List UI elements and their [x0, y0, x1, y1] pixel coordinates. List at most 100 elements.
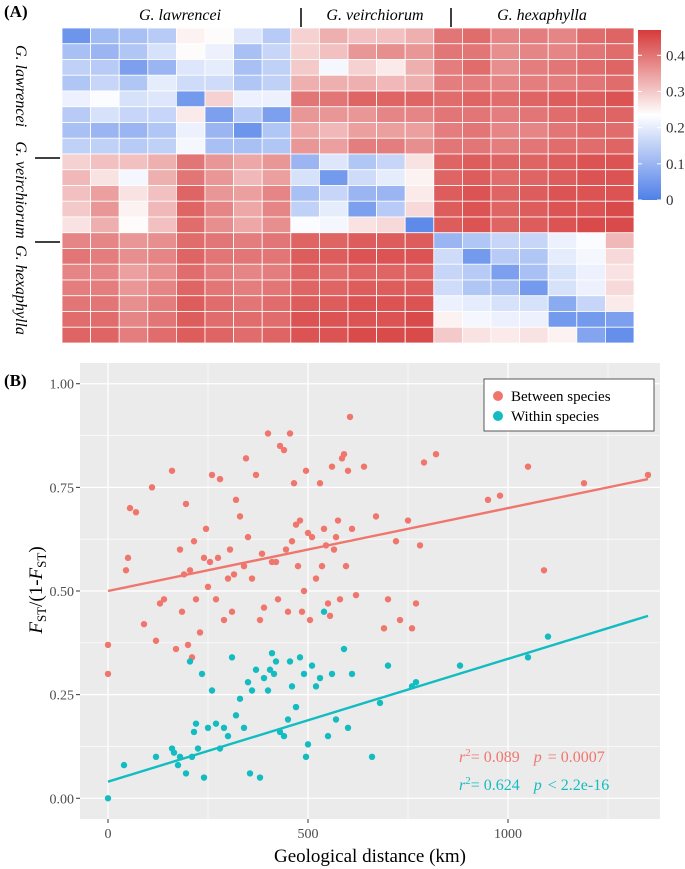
heatmap-cell	[376, 263, 406, 281]
annotation-between-p-value: = 0.0007	[548, 749, 605, 766]
heatmap-cell	[547, 279, 578, 297]
heatmap-cell	[290, 279, 320, 297]
heatmap-cell	[261, 122, 292, 139]
heatmap-cell	[347, 137, 378, 155]
point-between	[644, 471, 652, 479]
point-between	[256, 616, 264, 624]
heatmap-cell	[118, 90, 149, 108]
point-within	[276, 728, 284, 736]
heatmap-cell	[576, 216, 606, 234]
heatmap-cell	[547, 74, 578, 92]
heatmap-cell	[376, 153, 406, 171]
heatmap-cell	[261, 153, 292, 171]
heatmap-cell	[90, 74, 120, 92]
point-within	[320, 608, 328, 615]
heatmap-cell	[547, 59, 578, 76]
trend-line-within	[107, 614, 649, 783]
heatmap-cell	[490, 311, 521, 328]
heatmap-cell	[261, 279, 292, 297]
point-within	[252, 666, 260, 673]
heatmap-cell	[204, 311, 235, 328]
point-between	[132, 509, 140, 516]
point-between	[360, 463, 368, 470]
heatmap-cell	[347, 279, 378, 297]
heatmap-cell	[90, 200, 120, 218]
heatmap-cell	[90, 43, 120, 60]
heatmap-cell	[261, 295, 292, 312]
point-within	[280, 732, 288, 740]
point-between	[220, 616, 228, 624]
heatmap-cell	[175, 248, 206, 265]
point-within	[296, 654, 304, 661]
annotation-within-p-value: < 2.2e-16	[548, 777, 609, 794]
y-axis-label-f2: F	[26, 567, 47, 580]
heatmap-cell	[376, 43, 406, 60]
point-between	[160, 596, 168, 603]
heatmap-cell	[61, 326, 92, 344]
heatmap-cell	[576, 122, 606, 139]
heatmap-cell	[175, 59, 206, 76]
heatmap-cell	[118, 279, 149, 297]
scatter-legend: Between species Within species	[483, 378, 655, 432]
heatmap-cell	[290, 106, 320, 123]
heatmap-cell	[175, 263, 206, 281]
heatmap-cell	[576, 74, 606, 92]
point-within	[204, 724, 212, 731]
heatmap-cell	[461, 27, 492, 45]
heatmap-cell	[576, 326, 606, 344]
heatmap-cell	[376, 137, 406, 155]
heatmap-side-label-veirchiorum: G. veirchiorum	[12, 141, 29, 238]
heatmap-cell	[261, 216, 292, 234]
heatmap-cell	[461, 295, 492, 312]
heatmap-cell	[461, 279, 492, 297]
point-between	[420, 459, 428, 466]
heatmap-cell	[433, 200, 463, 218]
point-between	[284, 608, 292, 615]
point-within	[332, 716, 340, 723]
point-between	[208, 471, 216, 479]
y-tick-label: 0.75	[50, 481, 75, 496]
heatmap-cell	[605, 263, 635, 281]
heatmap-cell	[318, 27, 349, 45]
heatmap-cell	[347, 74, 378, 92]
heatmap-cell	[547, 43, 578, 60]
point-within	[412, 679, 420, 686]
heatmap-cell	[233, 169, 263, 186]
heatmap-cell	[376, 74, 406, 92]
heatmap-cell	[490, 74, 521, 92]
heatmap-cell	[519, 74, 549, 92]
point-within	[246, 770, 254, 777]
heatmap-cell	[290, 122, 320, 139]
heatmap-cell	[261, 27, 292, 45]
heatmap-cell	[376, 326, 406, 344]
point-between	[224, 575, 232, 582]
heatmap-cell	[519, 27, 549, 45]
point-within	[192, 720, 200, 727]
point-between	[380, 625, 388, 632]
heatmap-cell	[576, 169, 606, 186]
heatmap-cell	[61, 137, 92, 155]
heatmap-cell	[204, 200, 235, 218]
heatmap-cell	[90, 27, 120, 45]
point-within	[300, 670, 308, 678]
heatmap-cell	[147, 200, 177, 218]
point-between	[412, 600, 420, 607]
heatmap-cell	[290, 90, 320, 108]
heatmap-cell	[519, 279, 549, 297]
point-within	[316, 674, 324, 682]
heatmap-cell	[519, 169, 549, 186]
heatmap-cell	[61, 27, 92, 45]
heatmap-cell	[118, 59, 149, 76]
heatmap-top-label-lawrencei: G. lawrencei	[139, 7, 221, 24]
heatmap-cell	[519, 200, 549, 218]
heatmap-cell	[147, 122, 177, 139]
point-between	[276, 442, 284, 450]
point-between	[348, 525, 356, 533]
heatmap-cell	[290, 311, 320, 328]
heatmap-cell	[490, 106, 521, 123]
heatmap-cell	[318, 137, 349, 155]
heatmap-cell	[490, 27, 521, 45]
heatmap-cell	[90, 279, 120, 297]
point-within	[256, 774, 264, 781]
heatmap-cells	[61, 27, 635, 344]
